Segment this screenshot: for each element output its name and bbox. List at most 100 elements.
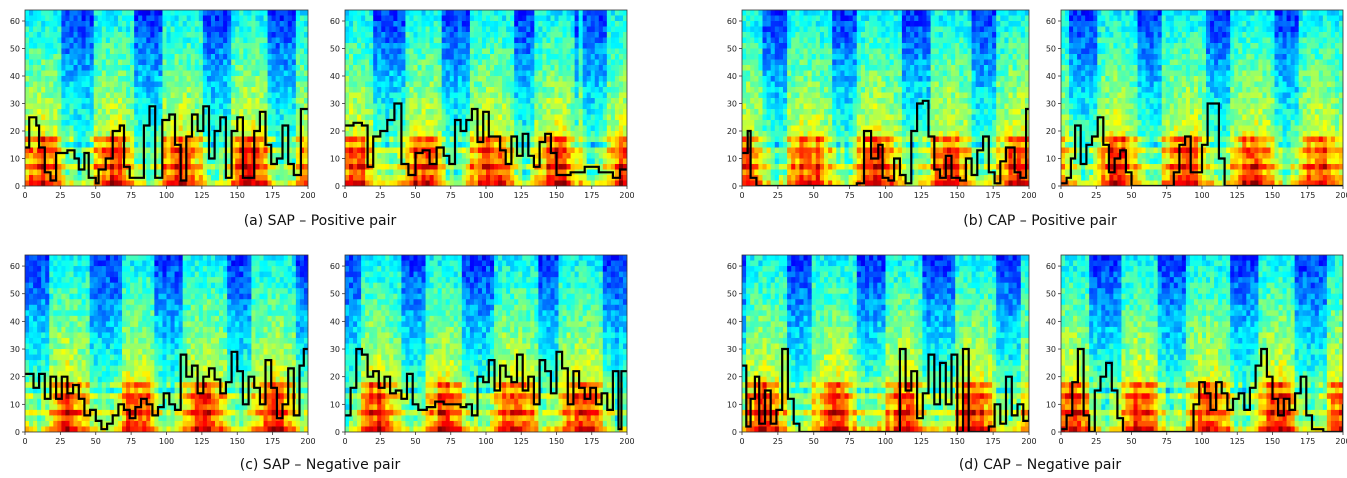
attention-curve xyxy=(345,347,627,431)
x-tick-label: 25 xyxy=(773,437,783,446)
spectrogram xyxy=(742,255,1029,432)
x-tick-label: 125 xyxy=(514,437,529,446)
x-tick-label: 150 xyxy=(950,191,965,200)
y-tick-label: 40 xyxy=(10,317,20,326)
x-tick-label: 0 xyxy=(1058,437,1063,446)
y-tick-label: 30 xyxy=(330,100,340,109)
x-tick-label: 25 xyxy=(55,191,65,200)
x-tick-label: 175 xyxy=(985,437,1000,446)
panel-b-2: 0 25 50 75 100 125 150 175 200 0 10 20 30 40 50 60 xyxy=(727,9,1037,200)
x-tick-label: 200 xyxy=(1335,191,1347,200)
spectrogram xyxy=(25,255,308,432)
x-tick-label: 50 xyxy=(91,191,101,200)
x-tick-label: 175 xyxy=(584,437,599,446)
x-tick-label: 175 xyxy=(265,437,280,446)
caption-c: (c) SAP – Negative pair xyxy=(239,457,401,473)
y-tick-label: 30 xyxy=(10,100,20,109)
x-tick-label: 100 xyxy=(478,191,493,200)
y-tick-label: 0 xyxy=(1051,182,1056,191)
x-tick-label: 200 xyxy=(1021,437,1036,446)
y-tick-label: 40 xyxy=(330,72,340,81)
x-tick-label: 175 xyxy=(1300,191,1315,200)
x-tick-label: 25 xyxy=(375,191,385,200)
y-tick-label: 0 xyxy=(15,428,20,437)
x-tick-label: 100 xyxy=(478,437,493,446)
y-tick-label: 50 xyxy=(727,45,737,54)
x-tick-label: 150 xyxy=(230,191,245,200)
x-tick-label: 125 xyxy=(1230,437,1245,446)
x-tick-label: 25 xyxy=(773,191,783,200)
y-tick-label: 50 xyxy=(1046,45,1056,54)
y-tick-label: 40 xyxy=(1046,317,1056,326)
y-tick-label: 10 xyxy=(10,400,20,409)
x-tick-label: 125 xyxy=(914,191,929,200)
x-tick-label: 0 xyxy=(22,437,27,446)
x-tick-label: 0 xyxy=(739,191,744,200)
y-tick-label: 30 xyxy=(1046,100,1056,109)
x-tick-label: 175 xyxy=(265,191,280,200)
y-tick-label: 30 xyxy=(330,345,340,354)
panel-a-1: 0 25 50 75 100 125 150 175 200 0 10 20 30 40 50 60 xyxy=(330,9,635,200)
x-tick-label: 175 xyxy=(1300,437,1315,446)
x-tick-label: 25 xyxy=(1091,437,1101,446)
y-tick-label: 20 xyxy=(727,127,737,136)
x-tick-label: 75 xyxy=(845,437,855,446)
x-tick-label: 100 xyxy=(159,191,174,200)
x-tick-label: 100 xyxy=(878,437,893,446)
x-tick-label: 200 xyxy=(1335,437,1347,446)
spectrogram xyxy=(742,10,1029,186)
spectrogram xyxy=(1061,255,1343,432)
y-tick-label: 50 xyxy=(330,290,340,299)
x-tick-label: 50 xyxy=(91,437,101,446)
y-tick-label: 10 xyxy=(1046,155,1056,164)
x-tick-label: 50 xyxy=(809,437,819,446)
y-tick-label: 50 xyxy=(1046,290,1056,299)
y-tick-label: 60 xyxy=(1046,262,1056,271)
y-tick-label: 0 xyxy=(335,182,340,191)
y-tick-label: 20 xyxy=(330,127,340,136)
x-tick-label: 150 xyxy=(230,437,245,446)
x-tick-label: 100 xyxy=(878,191,893,200)
y-tick-label: 20 xyxy=(1046,373,1056,382)
x-tick-label: 150 xyxy=(950,437,965,446)
caption-d: (d) CAP – Negative pair xyxy=(958,457,1122,473)
y-tick-label: 60 xyxy=(10,17,20,26)
x-tick-label: 0 xyxy=(342,191,347,200)
x-tick-label: 100 xyxy=(1194,437,1209,446)
y-tick-label: 10 xyxy=(330,155,340,164)
x-tick-label: 0 xyxy=(22,191,27,200)
x-tick-label: 200 xyxy=(300,437,315,446)
y-tick-label: 40 xyxy=(330,317,340,326)
y-tick-label: 40 xyxy=(10,72,20,81)
x-tick-label: 150 xyxy=(1265,191,1280,200)
x-tick-label: 200 xyxy=(619,437,634,446)
attention-curve xyxy=(742,99,1029,186)
x-tick-label: 50 xyxy=(410,437,420,446)
x-tick-label: 50 xyxy=(410,191,420,200)
y-tick-label: 60 xyxy=(1046,17,1056,26)
attention-curve xyxy=(25,105,308,185)
y-tick-label: 20 xyxy=(10,373,20,382)
y-tick-label: 40 xyxy=(1046,72,1056,81)
y-tick-label: 10 xyxy=(727,400,737,409)
x-tick-label: 75 xyxy=(126,191,136,200)
panel-d-7: 0 25 50 75 100 125 150 175 200 0 10 20 30 40 50 60 xyxy=(1046,254,1347,446)
panel-b-3: 0 25 50 75 100 125 150 175 200 0 10 20 30 40 50 60 xyxy=(1046,9,1347,200)
x-tick-label: 50 xyxy=(1126,437,1136,446)
y-tick-label: 40 xyxy=(727,72,737,81)
y-tick-label: 20 xyxy=(1046,127,1056,136)
x-tick-label: 200 xyxy=(619,191,634,200)
y-tick-label: 10 xyxy=(10,155,20,164)
y-tick-label: 50 xyxy=(330,45,340,54)
x-tick-label: 75 xyxy=(1162,437,1172,446)
y-tick-label: 0 xyxy=(732,428,737,437)
y-tick-label: 30 xyxy=(727,345,737,354)
panel-a-0: 0 25 50 75 100 125 150 175 200 0 10 20 30 40 50 60 xyxy=(10,9,316,200)
x-tick-label: 150 xyxy=(549,191,564,200)
x-tick-label: 75 xyxy=(446,437,456,446)
y-tick-label: 40 xyxy=(727,317,737,326)
y-tick-label: 10 xyxy=(727,155,737,164)
x-tick-label: 150 xyxy=(549,437,564,446)
y-tick-label: 30 xyxy=(10,345,20,354)
